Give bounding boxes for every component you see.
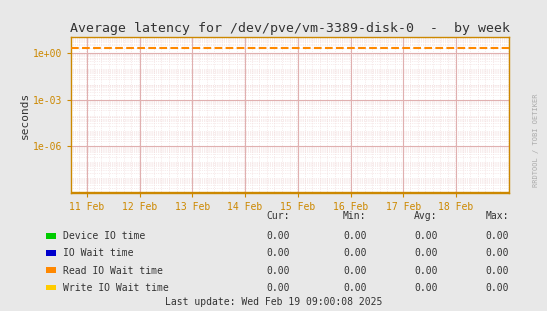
Text: 0.00: 0.00 [266,248,290,258]
Text: 0.00: 0.00 [266,283,290,293]
Text: Read IO Wait time: Read IO Wait time [63,266,163,276]
Text: Avg:: Avg: [414,211,438,221]
Text: 0.00: 0.00 [485,248,509,258]
Text: 0.00: 0.00 [414,266,438,276]
Text: 0.00: 0.00 [343,231,366,241]
Text: 0.00: 0.00 [343,266,366,276]
Text: 0.00: 0.00 [414,231,438,241]
Text: 0.00: 0.00 [485,266,509,276]
Text: RRDTOOL / TOBI OETIKER: RRDTOOL / TOBI OETIKER [533,93,539,187]
Text: IO Wait time: IO Wait time [63,248,133,258]
Text: 0.00: 0.00 [266,231,290,241]
Text: 0.00: 0.00 [485,231,509,241]
Text: Device IO time: Device IO time [63,231,145,241]
Text: 0.00: 0.00 [343,283,366,293]
Text: Last update: Wed Feb 19 09:00:08 2025: Last update: Wed Feb 19 09:00:08 2025 [165,297,382,307]
Text: Max:: Max: [485,211,509,221]
Y-axis label: seconds: seconds [20,91,30,139]
Text: Cur:: Cur: [266,211,290,221]
Text: 0.00: 0.00 [343,248,366,258]
Text: Write IO Wait time: Write IO Wait time [63,283,168,293]
Text: 0.00: 0.00 [485,283,509,293]
Title: Average latency for /dev/pve/vm-3389-disk-0  -  by week: Average latency for /dev/pve/vm-3389-dis… [70,22,510,35]
Text: 0.00: 0.00 [414,248,438,258]
Text: 0.00: 0.00 [266,266,290,276]
Text: 0.00: 0.00 [414,283,438,293]
Text: Min:: Min: [343,211,366,221]
